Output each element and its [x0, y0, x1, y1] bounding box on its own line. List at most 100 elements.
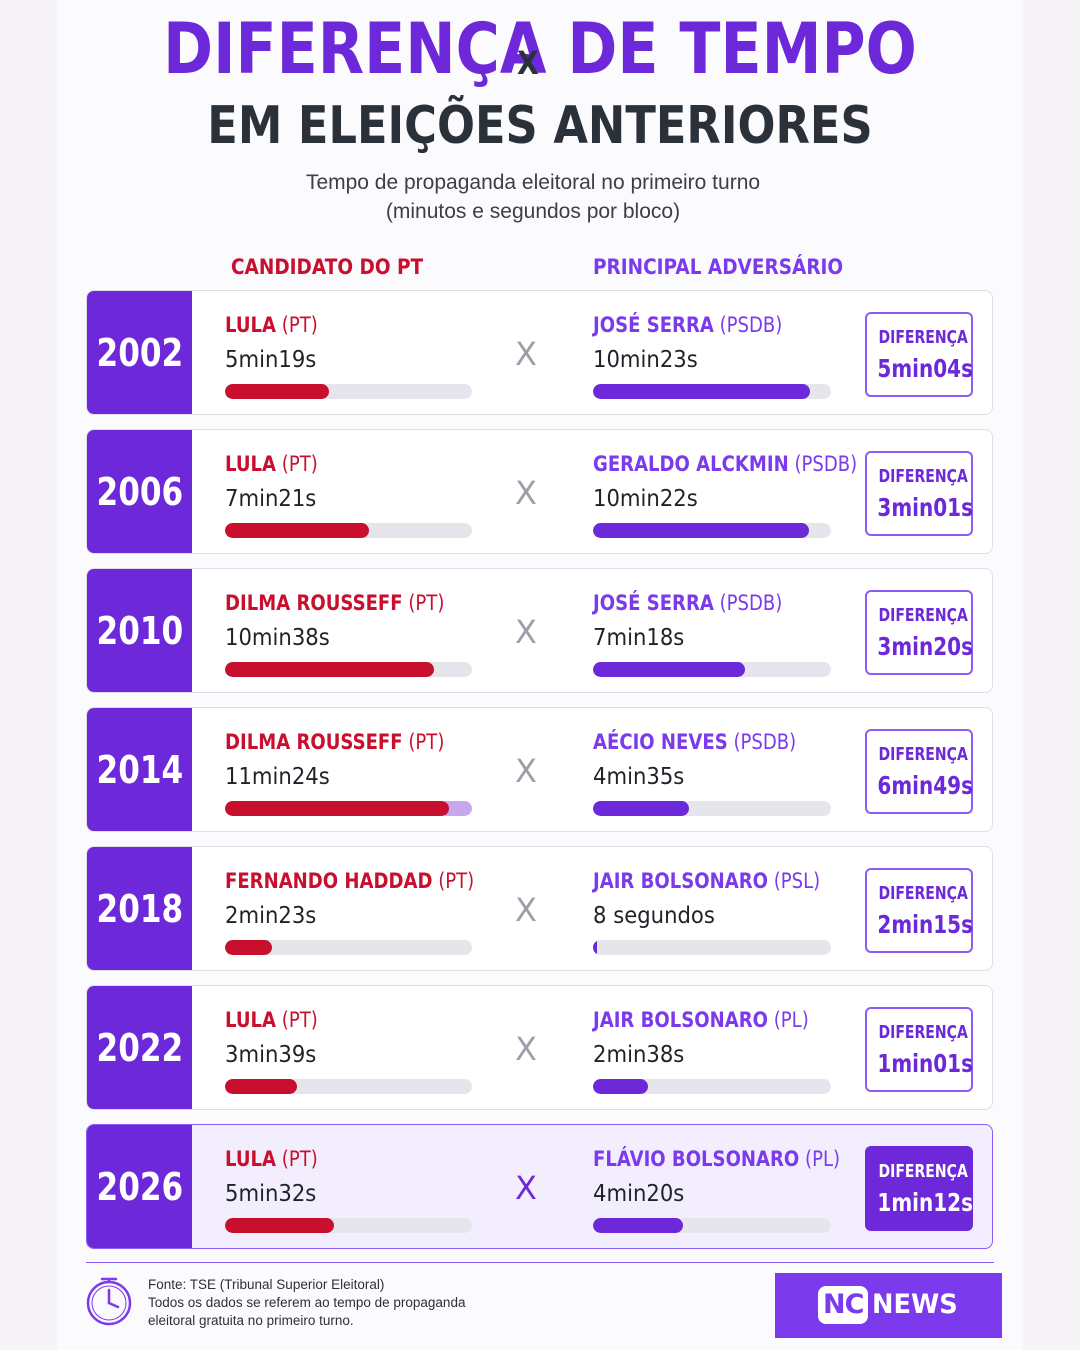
- versus-label: X: [515, 891, 537, 929]
- bar-track-adversary: [593, 801, 831, 816]
- difference-label: DIFERENÇA: [878, 466, 968, 487]
- bar-track-pt: [225, 801, 472, 816]
- adversary-name: AÉCIO NEVES: [593, 730, 728, 754]
- bar-pt: [225, 1079, 297, 1094]
- year-label: 2010: [87, 569, 192, 692]
- bar-adversary: [593, 1218, 684, 1233]
- footer-divider: [86, 1262, 994, 1263]
- versus-label: X: [515, 335, 537, 373]
- pt-candidate-name: DILMA ROUSSEFF: [225, 591, 403, 615]
- election-row-2022: 2022 LULA (PT) 3min39s X JAIR BOLSONARO (PL)…: [86, 985, 993, 1110]
- year-label: 2002: [87, 291, 192, 414]
- bar-track-pt: [225, 662, 472, 677]
- adversary-time: 8 segundos: [593, 903, 715, 929]
- bar-track-adversary: [593, 940, 831, 955]
- election-row-2006: 2006 LULA (PT) 7min21s X GERALDO ALCKMIN (PS…: [86, 429, 993, 554]
- note-line-2: eleitoral gratuita no primeiro turno.: [148, 1313, 354, 1328]
- bar-pt: [225, 662, 434, 677]
- adversary-party: (PSDB): [733, 730, 797, 754]
- year-label: 2014: [87, 708, 192, 831]
- difference-badge: DIFERENÇA 5min04s: [865, 312, 973, 397]
- election-row-2010: 2010 DILMA ROUSSEFF (PT) 10min38s X JOSÉ SER…: [86, 568, 993, 693]
- pt-candidate: FERNANDO HADDAD (PT): [225, 869, 474, 893]
- adversary-time: 4min20s: [593, 1181, 685, 1207]
- bar-pt: [225, 940, 272, 955]
- pt-time: 3min39s: [225, 1042, 317, 1068]
- adversary-party: (PL): [773, 1008, 809, 1032]
- adversary-name: GERALDO ALCKMIN: [593, 452, 789, 476]
- adversary-time: 7min18s: [593, 625, 685, 651]
- adversary-candidate: JOSÉ SERRA (PSDB): [593, 591, 782, 615]
- pt-candidate-party: (PT): [281, 1008, 318, 1032]
- adversary-time: 10min23s: [593, 347, 698, 373]
- pt-time: 5min32s: [225, 1181, 317, 1207]
- column-header-adversary: PRINCIPAL ADVERSÁRIO: [593, 255, 844, 279]
- year-label: 2026: [87, 1125, 192, 1248]
- election-row-2014: 2014 DILMA ROUSSEFF (PT) 11min24s X AÉCIO NE…: [86, 707, 993, 832]
- pt-candidate-name: FERNANDO HADDAD: [225, 869, 433, 893]
- pt-candidate: LULA (PT): [225, 452, 318, 476]
- bar-adversary: [593, 801, 689, 816]
- pt-candidate-party: (PT): [438, 869, 475, 893]
- year-label: 2006: [87, 430, 192, 553]
- pt-candidate-party: (PT): [281, 1147, 318, 1171]
- bar-track-pt: [225, 940, 472, 955]
- year-label: 2018: [87, 847, 192, 970]
- adversary-candidate: AÉCIO NEVES (PSDB): [593, 730, 796, 754]
- nc-news-logo: NC NEWS: [775, 1273, 1002, 1338]
- adversary-time: 10min22s: [593, 486, 698, 512]
- adversary-time: 4min35s: [593, 764, 685, 790]
- adversary-name: JOSÉ SERRA: [593, 591, 714, 615]
- clock-icon: [86, 1277, 132, 1326]
- bar-track-pt: [225, 523, 472, 538]
- bar-track-adversary: [593, 1079, 831, 1094]
- pt-candidate-party: (PT): [408, 591, 445, 615]
- pt-candidate: DILMA ROUSSEFF (PT): [225, 730, 444, 754]
- adversary-candidate: GERALDO ALCKMIN (PSDB): [593, 452, 857, 476]
- bar-pt-overflow: [445, 801, 472, 816]
- bar-adversary: [593, 1079, 648, 1094]
- difference-value: 3min20s: [877, 632, 973, 661]
- difference-badge: DIFERENÇA 1min01s: [865, 1007, 973, 1092]
- pt-time: 2min23s: [225, 903, 317, 929]
- difference-badge: DIFERENÇA 2min15s: [865, 868, 973, 953]
- pt-candidate: DILMA ROUSSEFF (PT): [225, 591, 444, 615]
- bar-track-pt: [225, 1079, 472, 1094]
- election-row-2002: 2002 LULA (PT) 5min19s X JOSÉ SERRA (PSDB) 10…: [86, 290, 993, 415]
- versus-label: X: [515, 474, 537, 512]
- difference-badge: DIFERENÇA 6min49s: [865, 729, 973, 814]
- adversary-candidate: FLÁVIO BOLSONARO (PL): [593, 1147, 840, 1171]
- page-title: DIFERENÇA DE TEMPO: [163, 8, 917, 90]
- difference-badge: DIFERENÇA 1min12s: [865, 1146, 973, 1231]
- pt-candidate-name: LULA: [225, 1147, 277, 1171]
- pt-time: 7min21s: [225, 486, 317, 512]
- adversary-party: (PSL): [773, 869, 821, 893]
- pt-candidate-party: (PT): [408, 730, 445, 754]
- subtitle: Tempo de propaganda eleitoral no primeir…: [305, 171, 761, 194]
- difference-value: 6min49s: [877, 771, 973, 800]
- adversary-party: (PSDB): [794, 452, 858, 476]
- bar-track-pt: [225, 384, 472, 399]
- difference-label: DIFERENÇA: [878, 883, 968, 904]
- pt-time: 11min24s: [225, 764, 330, 790]
- bar-track-adversary: [593, 1218, 831, 1233]
- bar-adversary: [593, 384, 810, 399]
- pt-time: 10min38s: [225, 625, 330, 651]
- difference-label: DIFERENÇA: [878, 1022, 968, 1043]
- pt-candidate-name: DILMA ROUSSEFF: [225, 730, 403, 754]
- difference-label: DIFERENÇA: [878, 327, 968, 348]
- bar-adversary: [593, 940, 597, 955]
- source-note: Fonte: TSE (Tribunal Superior Eleitoral)…: [148, 1276, 465, 1330]
- adversary-party: (PL): [805, 1147, 841, 1171]
- bar-track-adversary: [593, 662, 831, 677]
- difference-badge: DIFERENÇA 3min20s: [865, 590, 973, 675]
- column-header-vs: X: [517, 44, 539, 82]
- pt-candidate-party: (PT): [281, 452, 318, 476]
- bar-pt: [225, 801, 449, 816]
- pt-candidate: LULA (PT): [225, 1147, 318, 1171]
- difference-value: 1min01s: [877, 1049, 973, 1078]
- difference-label: DIFERENÇA: [878, 605, 968, 626]
- pt-candidate-name: LULA: [225, 452, 277, 476]
- bar-pt: [225, 384, 330, 399]
- adversary-time: 2min38s: [593, 1042, 685, 1068]
